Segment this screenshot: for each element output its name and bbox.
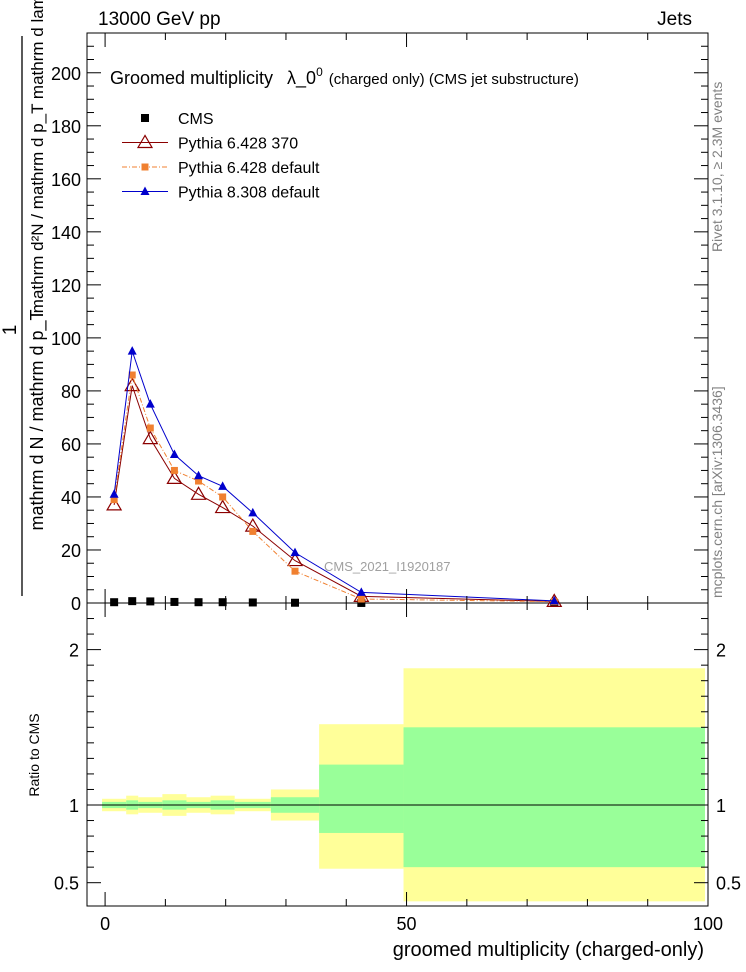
xtick-label: 0 — [100, 914, 110, 934]
series-point-cms — [194, 598, 203, 607]
main-ytick-label: 180 — [51, 117, 81, 137]
series-point-p8_default — [549, 595, 559, 605]
main-ytick-label: 160 — [51, 170, 81, 190]
y-axis-label-denominator: mathrm d N / mathrm d p_T — [27, 309, 48, 530]
xtick-label: 100 — [693, 914, 723, 934]
plot-title-superscript: 0 — [316, 65, 323, 79]
series-group — [106, 346, 563, 608]
series-point-p6_default — [249, 527, 257, 535]
rivet-label-group: Rivet 3.1.10, ≥ 2.3M events — [709, 82, 725, 252]
plot-title: Groomed multiplicity λ_00 (charged only) (… — [110, 65, 579, 89]
ratio-ytick-label-right: 0.5 — [716, 874, 741, 894]
ratio-ytick-label: 0.5 — [54, 874, 79, 894]
series-point-p6_default — [146, 424, 154, 432]
series-point-cms — [170, 597, 179, 606]
series-point-cms — [146, 597, 155, 606]
ratio-ylabel-group: Ratio to CMS — [26, 713, 42, 796]
series-point-p8_default — [248, 507, 258, 517]
y-axis-label-rhs-group: mathrm d²N / mathrm d p_T mathrm d lambd… — [28, 0, 47, 313]
series-point-p8_default — [145, 399, 155, 408]
series-point-p6_default — [128, 371, 136, 379]
series-point-cms — [357, 598, 366, 607]
legend-label-p6_default: Pythia 6.428 default — [178, 160, 320, 177]
main-ytick-label: 100 — [51, 329, 81, 349]
ratio-bands — [87, 668, 708, 902]
legend-label-p6_370: Pythia 6.428 370 — [178, 136, 298, 153]
y-axis-label-den: mathrm d N / mathrm d p_T — [27, 309, 48, 530]
legend-label-cms: CMS — [178, 111, 214, 128]
series-point-p8_default — [109, 489, 119, 498]
series-line-p8_default — [113, 350, 555, 602]
series-point-cms — [110, 598, 119, 607]
legend-marker-p6_370 — [136, 134, 154, 149]
header-right: Jets — [657, 9, 692, 30]
ratio-ylabel: Ratio to CMS — [26, 713, 42, 796]
ratio-ytick-label-right: 2 — [716, 641, 726, 661]
series-point-p6_default — [219, 493, 227, 501]
mcplots-label-group: mcplots.cern.ch [arXiv:1306.3436] — [709, 386, 725, 598]
main-ytick-label: 40 — [61, 488, 81, 508]
legend-marker-p6_default — [141, 163, 149, 171]
main-ytick-label: 0 — [71, 594, 81, 614]
series-point-p6_370 — [142, 430, 159, 445]
legend-marker-cms — [141, 114, 149, 122]
series-point-p6_default — [291, 567, 299, 575]
ratio-ytick-label: 2 — [69, 641, 79, 661]
legend-label-p8_default: Pythia 8.308 default — [178, 185, 320, 202]
rivet-label: Rivet 3.1.10, ≥ 2.3M events — [709, 82, 725, 252]
ratio-ytick-label: 1 — [69, 796, 79, 816]
main-ytick-label: 80 — [61, 382, 81, 402]
ratio-band-inner — [403, 727, 705, 868]
series-point-p6_370 — [286, 552, 304, 567]
ratio-band-inner — [319, 764, 404, 833]
series-point-p8_default — [356, 587, 366, 596]
mcplots-label: mcplots.cern.ch [arXiv:1306.3436] — [709, 386, 725, 598]
series-point-p8_default — [169, 449, 179, 459]
y-axis-label-numerator: 1 — [0, 325, 21, 336]
xtick-label: 50 — [397, 914, 417, 934]
series-point-cms — [248, 598, 257, 607]
main-ytick-label: 60 — [61, 435, 81, 455]
series-point-p8_default — [290, 547, 300, 557]
plot-title-suffix: (charged only) (CMS jet substructure) — [329, 71, 579, 88]
series-point-cms — [128, 597, 137, 606]
series-line-p6_370 — [113, 385, 555, 602]
series-line-p6_default — [113, 374, 555, 603]
series-point-p8_default — [194, 470, 204, 480]
series-point-p8_default — [218, 481, 228, 490]
y-axis-label-rhs: mathrm d²N / mathrm d p_T mathrm d lambd… — [28, 0, 47, 313]
main-ytick-label: 120 — [51, 276, 81, 296]
series-point-p6_370 — [190, 486, 207, 500]
series-point-p6_default — [110, 496, 118, 504]
series-point-cms — [291, 598, 300, 607]
series-point-p6_370 — [214, 499, 231, 514]
series-point-p6_default — [170, 466, 178, 474]
main-ytick-label: 200 — [51, 64, 81, 84]
main-ytick-label: 20 — [61, 541, 81, 561]
watermark: CMS_2021_I1920187 — [324, 559, 451, 574]
series-point-cms — [218, 598, 227, 607]
ratio-plot-frame — [86, 602, 709, 907]
series-point-p6_370 — [106, 496, 123, 511]
plot-title-symbol: λ_0 — [287, 68, 316, 89]
series-point-p6_default — [357, 595, 365, 603]
header-left: 13000 GeV pp — [98, 9, 221, 30]
legend: CMS Pythia 6.428 370 Pythia 6.428 default P… — [122, 111, 320, 202]
plot-title-main: Groomed multiplicity — [110, 68, 273, 88]
series-point-p6_370 — [166, 470, 183, 484]
legend-marker-p8_default — [140, 186, 150, 195]
ratio-ytick-label-right: 1 — [716, 796, 726, 816]
series-point-p8_default — [127, 346, 137, 355]
y-axis-label: 1 — [0, 325, 21, 336]
series-point-p6_default — [195, 477, 203, 485]
series-point-p6_370 — [124, 377, 141, 392]
ratio-frame-rect — [86, 602, 709, 907]
main-ytick-label: 140 — [51, 223, 81, 243]
x-axis-label: groomed multiplicity (charged-only) — [393, 939, 704, 961]
